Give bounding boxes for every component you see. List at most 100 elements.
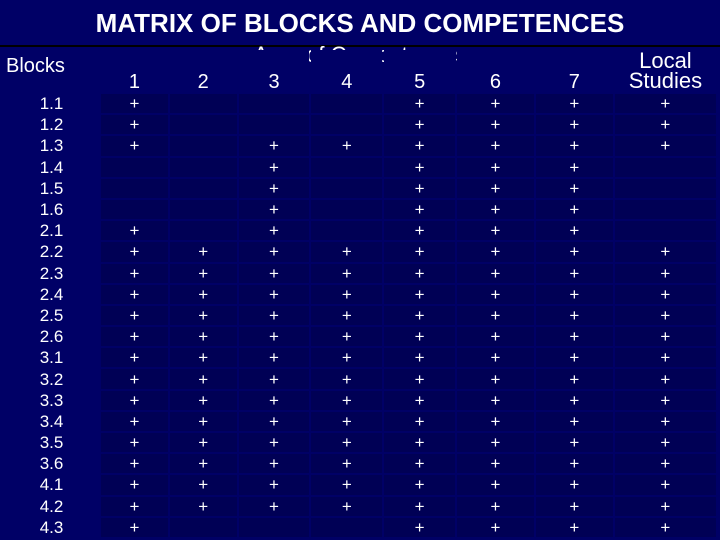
competence-cell-4: + bbox=[311, 369, 383, 389]
table-row: 1.5 + + + + bbox=[4, 178, 716, 198]
competence-cell-3: + bbox=[238, 454, 310, 474]
competence-cell-1: + bbox=[101, 115, 168, 135]
block-label: 2.2 bbox=[4, 242, 100, 262]
competence-cell-6: + bbox=[457, 94, 534, 114]
competence-cell-6: + bbox=[457, 178, 534, 198]
competence-cell-2: + bbox=[169, 242, 237, 262]
table-row: 1.1 + + + + + bbox=[4, 94, 716, 114]
block-label: 3.2 bbox=[4, 369, 100, 389]
competence-cell-2 bbox=[169, 136, 237, 156]
competence-cell-6: + bbox=[457, 433, 534, 453]
competence-cell-5: + bbox=[384, 390, 456, 410]
competence-cell-5: + bbox=[384, 199, 456, 220]
competence-cell-2: + bbox=[169, 496, 237, 516]
competence-cell-3: + bbox=[238, 348, 310, 368]
competence-cell-2: + bbox=[169, 411, 237, 431]
competence-cell-7: + bbox=[535, 475, 613, 495]
page-title: MATRIX OF BLOCKS AND COMPETENCES bbox=[95, 8, 625, 38]
matrix-body: 1.1 + + + + +1.2 + + + + +1.3 + + + + + + +1.4 + + + +1.5 + + + +… bbox=[4, 94, 716, 537]
competence-cell-6: + bbox=[457, 411, 534, 431]
block-label: 2.5 bbox=[4, 305, 100, 326]
competence-cell-6: + bbox=[457, 517, 534, 537]
local-studies-cell: + bbox=[614, 496, 716, 516]
competence-cell-1: + bbox=[101, 411, 168, 431]
competence-cell-3 bbox=[238, 517, 310, 537]
competence-cell-1: + bbox=[101, 517, 168, 537]
table-row: 2.4 + + + + + + + + bbox=[4, 284, 716, 304]
competence-cell-4 bbox=[311, 221, 383, 241]
competence-cell-7: + bbox=[535, 517, 613, 537]
block-label: 3.6 bbox=[4, 454, 100, 474]
competence-matrix: Blocks 1 2 3 4 5 6 7 Local Studies 1.1 + +… bbox=[2, 48, 718, 539]
competence-cell-1: + bbox=[101, 263, 168, 283]
competence-cell-2: + bbox=[169, 433, 237, 453]
competence-cell-6: + bbox=[457, 199, 534, 220]
local-studies-cell: + bbox=[614, 263, 716, 283]
local-studies-cell: + bbox=[614, 94, 716, 114]
competence-cell-4 bbox=[311, 199, 383, 220]
competence-cell-4 bbox=[311, 157, 383, 177]
block-label: 1.1 bbox=[4, 94, 100, 114]
competence-cell-4 bbox=[311, 94, 383, 114]
competence-cell-3: + bbox=[238, 199, 310, 220]
competence-cell-1: + bbox=[101, 221, 168, 241]
competence-cell-7: + bbox=[535, 348, 613, 368]
local-studies-cell: + bbox=[614, 517, 716, 537]
competence-cell-4: + bbox=[311, 284, 383, 304]
competence-cell-1: + bbox=[101, 242, 168, 262]
competence-cell-3: + bbox=[238, 369, 310, 389]
competence-cell-2: + bbox=[169, 369, 237, 389]
competence-cell-4: + bbox=[311, 496, 383, 516]
local-studies-cell: + bbox=[614, 136, 716, 156]
competence-cell-5: + bbox=[384, 115, 456, 135]
table-row: 4.1 + + + + + + + + bbox=[4, 475, 716, 495]
competence-cell-4: + bbox=[311, 433, 383, 453]
competence-cell-6: + bbox=[457, 284, 534, 304]
competence-cell-1: + bbox=[101, 454, 168, 474]
table-row: 3.5 + + + + + + + + bbox=[4, 433, 716, 453]
competence-cell-1: + bbox=[101, 94, 168, 114]
competence-cell-1: + bbox=[101, 369, 168, 389]
competence-cell-7: + bbox=[535, 263, 613, 283]
competence-cell-4: + bbox=[311, 242, 383, 262]
competence-cell-5: + bbox=[384, 94, 456, 114]
competence-cell-5: + bbox=[384, 242, 456, 262]
title-divider bbox=[0, 45, 720, 47]
table-row: 4.2 + + + + + + + + bbox=[4, 496, 716, 516]
competence-cell-2: + bbox=[169, 327, 237, 347]
competence-header-5: 5 bbox=[384, 50, 456, 92]
competence-cell-2 bbox=[169, 517, 237, 537]
local-studies-header: Local Studies bbox=[614, 50, 716, 92]
block-label: 1.6 bbox=[4, 199, 100, 220]
competence-cell-2: + bbox=[169, 305, 237, 326]
competence-cell-3: + bbox=[238, 263, 310, 283]
competence-cell-4: + bbox=[311, 454, 383, 474]
competence-cell-6: + bbox=[457, 327, 534, 347]
competence-cell-3: + bbox=[238, 305, 310, 326]
competence-cell-6: + bbox=[457, 496, 534, 516]
competence-cell-2 bbox=[169, 178, 237, 198]
competence-cell-2 bbox=[169, 199, 237, 220]
competence-cell-1: + bbox=[101, 327, 168, 347]
competence-cell-4: + bbox=[311, 327, 383, 347]
competence-cell-1 bbox=[101, 199, 168, 220]
competence-cell-1: + bbox=[101, 305, 168, 326]
competence-cell-3: + bbox=[238, 284, 310, 304]
competence-cell-4: + bbox=[311, 305, 383, 326]
competence-cell-2 bbox=[169, 221, 237, 241]
competence-cell-3: + bbox=[238, 475, 310, 495]
competence-cell-5: + bbox=[384, 157, 456, 177]
block-label: 3.5 bbox=[4, 433, 100, 453]
header-row: Blocks 1 2 3 4 5 6 7 Local Studies bbox=[4, 50, 716, 92]
competence-cell-1: + bbox=[101, 496, 168, 516]
block-label: 2.6 bbox=[4, 327, 100, 347]
table-row: 1.6 + + + + bbox=[4, 199, 716, 220]
competence-cell-3: + bbox=[238, 157, 310, 177]
local-studies-cell: + bbox=[614, 348, 716, 368]
competence-cell-5: + bbox=[384, 178, 456, 198]
local-studies-cell: + bbox=[614, 411, 716, 431]
block-label: 3.4 bbox=[4, 411, 100, 431]
competence-cell-7: + bbox=[535, 433, 613, 453]
competence-cell-4 bbox=[311, 517, 383, 537]
competence-cell-6: + bbox=[457, 475, 534, 495]
